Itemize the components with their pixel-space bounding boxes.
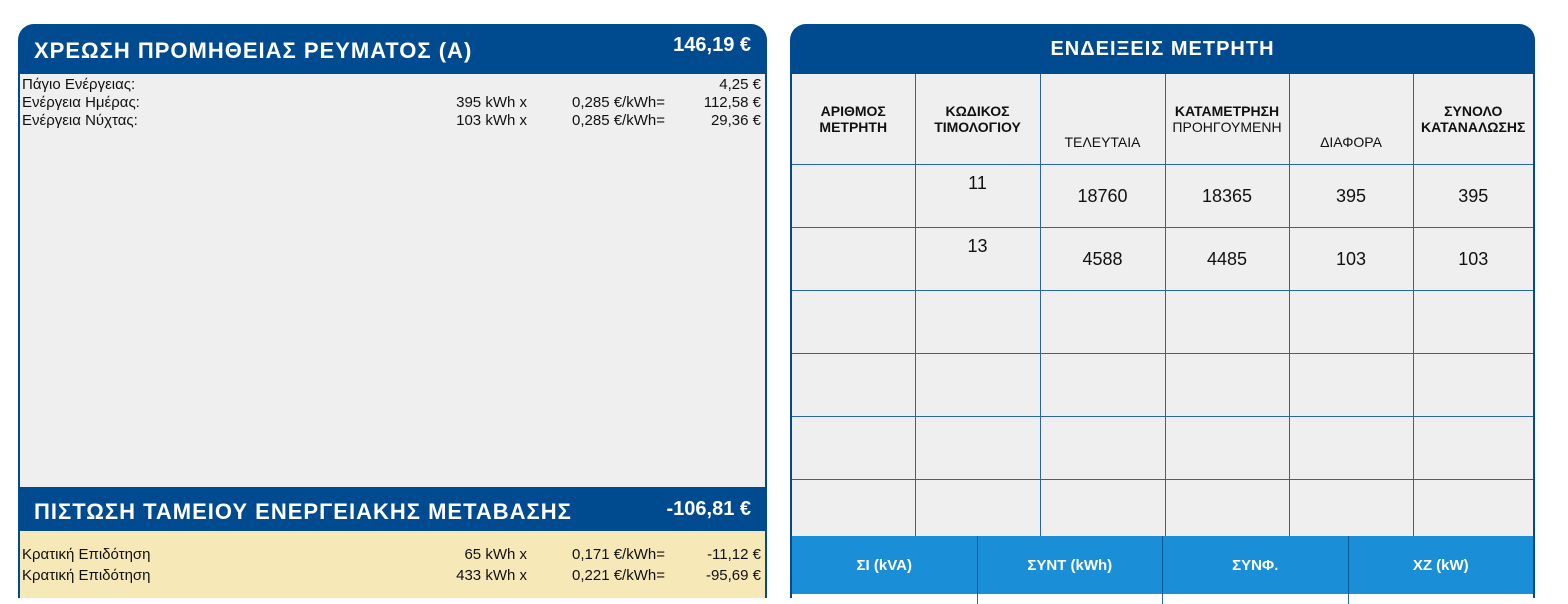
table-cell: 103 (1288, 227, 1414, 291)
credit-header: ΠΙΣΤΩΣΗ ΤΑΜΕΙΟΥ ΕΝΕΡΓΕΙΑΚΗΣ ΜΕΤΑΒΑΣΗΣ -1… (18, 487, 767, 531)
table-cell: 18365 (1164, 164, 1290, 228)
table-cell (1164, 479, 1290, 543)
table-cell (1412, 416, 1533, 480)
col-tariff-code: ΚΩΔΙΚΟΣ ΤΙΜΟΛΟΓΙΟΥ (914, 74, 1041, 165)
credit-label: Κρατική Επιδότηση (22, 546, 151, 563)
bottom-cell (1349, 594, 1534, 604)
credit-total: -106,81 € (666, 498, 751, 520)
charge-row-night: Ενέργεια Νύχτας: 103 kWh x 0,285 €/kWh= … (22, 112, 761, 130)
credit-qty: 65 kWh x (464, 546, 527, 563)
charge-label: Ενέργεια Ημέρας: (22, 94, 140, 111)
table-row (792, 290, 1533, 354)
table-cell (1412, 290, 1533, 354)
col-synf: ΣΥΝΦ. (1163, 536, 1349, 594)
table-cell (1164, 416, 1290, 480)
credit-rate: 0,171 €/kWh= (572, 546, 665, 563)
reading-group-label: ΚΑΤΑΜΕΤΡΗΣΗ (1174, 103, 1280, 119)
table-row: 11 18760 18365 395 395 (792, 164, 1533, 228)
col-meter-number: ΑΡΙΘΜΟΣ ΜΕΤΡΗΤΗ (792, 74, 916, 165)
bottom-header-bar: ΣΙ (kVA) ΣΥΝΤ (kWh) ΣΥΝΦ. ΧΖ (kW) (792, 536, 1533, 594)
supply-charge-body: Πάγιο Ενέργειας: 4,25 € Ενέργεια Ημέρας:… (18, 74, 767, 487)
col-total-consumption: ΣΥΝΟΛΟ ΚΑΤΑΝΑΛΩΣΗΣ (1412, 74, 1533, 165)
charge-row-day: Ενέργεια Ημέρας: 395 kWh x 0,285 €/kWh= … (22, 94, 761, 112)
table-cell (1412, 353, 1533, 417)
credit-row: Κρατική Επιδότηση 433 kWh x 0,221 €/kWh=… (22, 567, 761, 585)
table-cell: 11 (914, 164, 1041, 228)
charge-value: 4,25 € (719, 76, 761, 93)
table-cell (1288, 290, 1414, 354)
table-cell (914, 416, 1041, 480)
table-cell (1164, 290, 1290, 354)
table-cell (1412, 479, 1533, 543)
bottom-value-row (792, 594, 1533, 604)
charge-qty: 103 kWh x (456, 112, 527, 129)
table-cell: 395 (1412, 164, 1533, 228)
table-cell (792, 479, 916, 543)
table-cell (792, 164, 916, 228)
meter-readings-panel: ΕΝΔΕΙΞΕΙΣ ΜΕΤΡΗΤΗ ΑΡΙΘΜΟΣ ΜΕΤΡΗΤΗ ΚΩΔΙΚΟΣ… (790, 24, 1535, 604)
table-cell (1288, 353, 1414, 417)
charge-qty: 395 kWh x (456, 94, 527, 111)
credit-body: Κρατική Επιδότηση 65 kWh x 0,171 €/kWh= … (18, 531, 767, 598)
col-last: ΤΕΛΕΥΤΑΙΑ (1039, 74, 1166, 165)
table-cell: 103 (1412, 227, 1533, 291)
table-cell: 4588 (1039, 227, 1166, 291)
credit-value: -11,12 € (707, 546, 761, 563)
credit-rate: 0,221 €/kWh= (572, 567, 665, 584)
col-difference: ΔΙΑΦΟΡΑ (1288, 74, 1414, 165)
charge-value: 29,36 € (710, 112, 761, 129)
table-cell (1039, 353, 1166, 417)
table-cell (914, 290, 1041, 354)
table-row (792, 479, 1533, 543)
col-previous: ΚΑΤΑΜΕΤΡΗΣΗ ΠΡΟΗΓΟΥΜΕΝΗ (1164, 74, 1290, 165)
bottom-cell (792, 594, 978, 604)
credit-value: -95,69 € (705, 567, 761, 584)
meter-readings-title: ΕΝΔΕΙΞΕΙΣ ΜΕΤΡΗΤΗ (1050, 38, 1275, 60)
table-cell (792, 353, 916, 417)
table-cell (1164, 353, 1290, 417)
supply-charge-header: ΧΡΕΩΣΗ ΠΡΟΜΗΘΕΙΑΣ ΡΕΥΜΑΤΟΣ (Α) 146,19 € (18, 24, 767, 74)
table-row (792, 353, 1533, 417)
charge-label: Πάγιο Ενέργειας: (22, 76, 136, 93)
credit-title: ΠΙΣΤΩΣΗ ΤΑΜΕΙΟΥ ΕΝΕΡΓΕΙΑΚΗΣ ΜΕΤΑΒΑΣΗΣ (34, 499, 572, 524)
charge-label: Ενέργεια Νύχτας: (22, 112, 138, 129)
supply-charge-total: 146,19 € (673, 34, 751, 56)
supply-charge-title: ΧΡΕΩΣΗ ΠΡΟΜΗΘΕΙΑΣ ΡΕΥΜΑΤΟΣ (Α) (34, 38, 473, 63)
meter-readings-header: ΕΝΔΕΙΞΕΙΣ ΜΕΤΡΗΤΗ (790, 24, 1535, 74)
table-cell (914, 353, 1041, 417)
table-cell (792, 290, 916, 354)
table-row (792, 416, 1533, 480)
table-cell: 395 (1288, 164, 1414, 228)
col-xz-kw: ΧΖ (kW) (1412, 556, 1469, 574)
table-cell (1039, 290, 1166, 354)
meter-readings-body: ΑΡΙΘΜΟΣ ΜΕΤΡΗΤΗ ΚΩΔΙΚΟΣ ΤΙΜΟΛΟΓΙΟΥ ΤΕΛΕΥΤΑ… (790, 74, 1535, 604)
credit-row: Κρατική Επιδότηση 65 kWh x 0,171 €/kWh= … (22, 546, 761, 564)
table-cell (1288, 479, 1414, 543)
table-cell (1039, 416, 1166, 480)
supply-charge-panel: ΧΡΕΩΣΗ ΠΡΟΜΗΘΕΙΑΣ ΡΕΥΜΑΤΟΣ (Α) 146,19 € … (18, 24, 767, 598)
bottom-cell (978, 594, 1163, 604)
charge-rate: 0,285 €/kWh= (572, 94, 665, 111)
bottom-cell (1163, 594, 1349, 604)
table-cell (1039, 479, 1166, 543)
charge-value: 112,58 € (703, 94, 761, 111)
table-cell (792, 416, 916, 480)
col-synt-kwh: ΣΥΝΤ (kWh) (978, 536, 1163, 594)
table-cell: 13 (914, 227, 1041, 291)
meter-readings-table: ΑΡΙΘΜΟΣ ΜΕΤΡΗΤΗ ΚΩΔΙΚΟΣ ΤΙΜΟΛΟΓΙΟΥ ΤΕΛΕΥΤΑ… (792, 74, 1533, 543)
table-header-row: ΑΡΙΘΜΟΣ ΜΕΤΡΗΤΗ ΚΩΔΙΚΟΣ ΤΙΜΟΛΟΓΙΟΥ ΤΕΛΕΥΤΑ… (792, 74, 1533, 165)
table-cell (1288, 416, 1414, 480)
table-cell: 4485 (1164, 227, 1290, 291)
charge-row-fixed: Πάγιο Ενέργειας: 4,25 € (22, 76, 761, 94)
table-row: 13 4588 4485 103 103 (792, 227, 1533, 291)
col-si-kva: ΣΙ (kVA) (792, 536, 978, 594)
credit-qty: 433 kWh x (456, 567, 527, 584)
table-cell: 18760 (1039, 164, 1166, 228)
table-cell (792, 227, 916, 291)
charge-rate: 0,285 €/kWh= (572, 112, 665, 129)
table-cell (914, 479, 1041, 543)
credit-label: Κρατική Επιδότηση (22, 567, 151, 584)
